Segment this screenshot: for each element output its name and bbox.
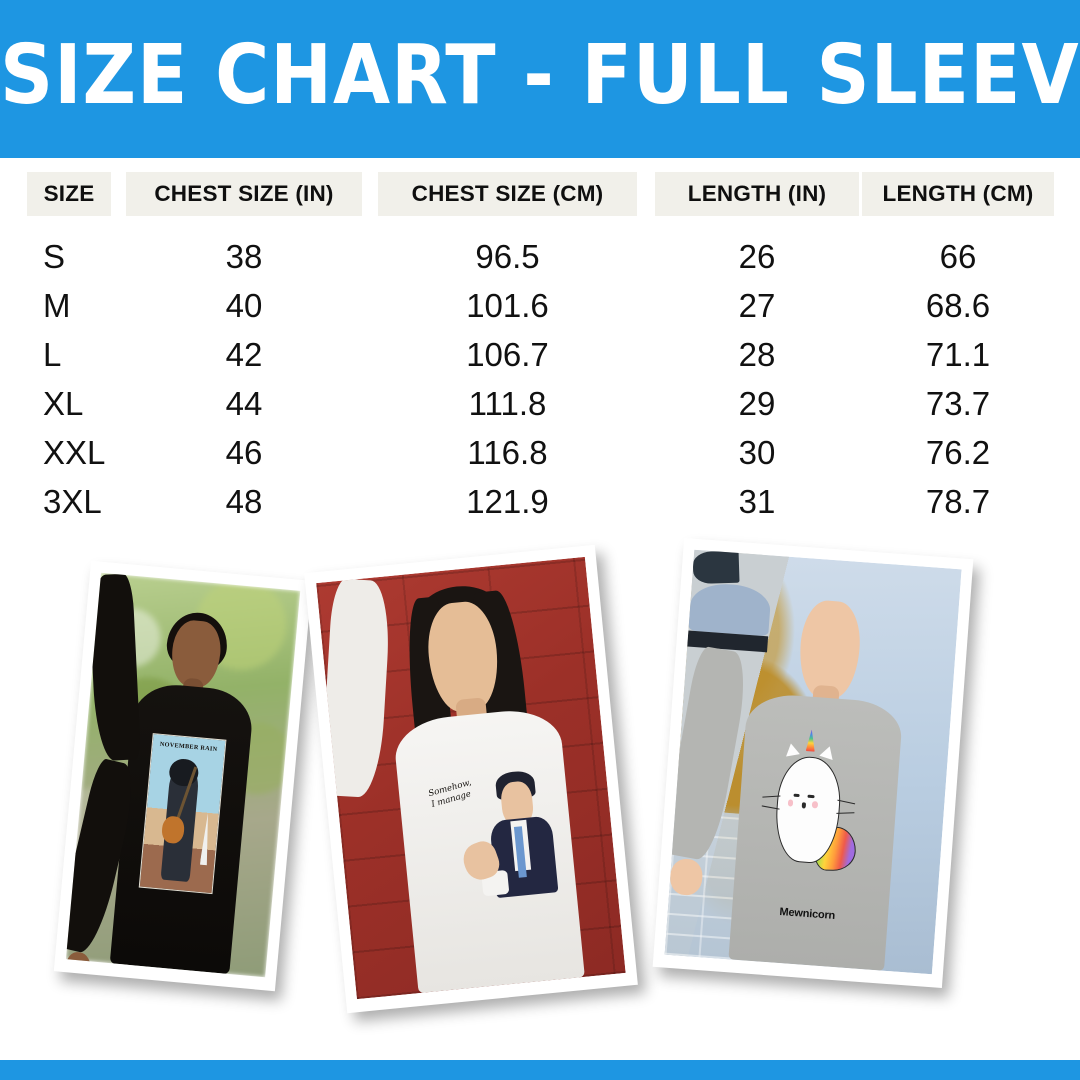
- cell-length-cm: 68.6: [925, 286, 991, 324]
- cell-chest-in: 42: [225, 335, 263, 373]
- product-photo-collage: NOVEMBER RAIN: [0, 528, 1080, 1038]
- table-row: S 38 96.5 26 66: [0, 232, 1080, 281]
- table-row: XL 44 111.8 29 73.7: [0, 379, 1080, 428]
- cat-ear-left: [783, 742, 800, 757]
- cat-cheek-left: [787, 799, 794, 807]
- cell-length-in: 27: [738, 286, 776, 324]
- model-figure: Somehow, I manage: [316, 557, 626, 999]
- column-header-chest-cm: CHEST SIZE (CM): [378, 172, 637, 216]
- cell-length-cm: 66: [939, 237, 977, 275]
- right-sleeve: [320, 578, 393, 799]
- cat-eye-left: [793, 793, 800, 798]
- face-shape: [796, 598, 863, 700]
- left-sleeve: [88, 573, 142, 762]
- cell-chest-cm: 101.6: [466, 286, 549, 324]
- model-figure: Mewnicorn: [664, 550, 962, 975]
- size-chart-table: SIZE CHEST SIZE (IN) CHEST SIZE (CM) LEN…: [0, 172, 1080, 526]
- photo-model-grey-mewnicorn: Mewnicorn: [652, 537, 974, 989]
- cell-size: S: [43, 237, 66, 275]
- cell-length-in: 28: [738, 335, 776, 373]
- graphic-script-text: Somehow, I manage: [427, 773, 490, 810]
- cell-chest-cm: 106.7: [466, 335, 549, 373]
- shirt-graphic-somehow-i-manage: Somehow, I manage: [427, 761, 572, 940]
- column-header-chest-in: CHEST SIZE (IN): [126, 172, 362, 216]
- cat-whisker: [837, 799, 856, 806]
- background-tower: [200, 813, 212, 866]
- cell-chest-cm: 111.8: [468, 384, 547, 422]
- table-body: S 38 96.5 26 66 M 40 101.6 27 68.6 L 42 …: [0, 232, 1080, 526]
- cell-length-in: 31: [738, 482, 776, 520]
- column-header-length-cm: LENGTH (CM): [862, 172, 1054, 216]
- cell-chest-in: 38: [225, 237, 263, 275]
- cell-length-cm: 78.7: [925, 482, 991, 520]
- cell-size: 3XL: [43, 482, 102, 520]
- cell-chest-cm: 121.9: [466, 482, 549, 520]
- table-row: 3XL 48 121.9 31 78.7: [0, 477, 1080, 526]
- header-blue-bar: [0, 0, 1080, 158]
- cell-chest-cm: 116.8: [467, 433, 548, 471]
- table-row: M 40 101.6 27 68.6: [0, 281, 1080, 330]
- cell-size: L: [43, 335, 62, 373]
- column-header-size: SIZE: [27, 172, 111, 216]
- baseball-cap: [688, 582, 773, 637]
- cat-whisker: [836, 811, 855, 814]
- cell-size: XL: [43, 384, 84, 422]
- model-figure: NOVEMBER RAIN: [65, 573, 300, 978]
- cat-nose: [801, 802, 807, 809]
- cap-brim: [692, 550, 740, 585]
- cell-length-cm: 71.1: [925, 335, 991, 373]
- cell-length-in: 29: [738, 384, 776, 422]
- cat-cheek-right: [811, 801, 818, 809]
- cell-length-in: 30: [738, 433, 776, 471]
- right-hand: [669, 857, 704, 897]
- cell-chest-in: 40: [225, 286, 263, 324]
- table-row: L 42 106.7 28 71.1: [0, 330, 1080, 379]
- cell-chest-cm: 96.5: [475, 237, 540, 275]
- footer-blue-bar: [0, 1060, 1080, 1080]
- cat-eye-right: [807, 794, 815, 799]
- column-header-length-in: LENGTH (IN): [655, 172, 859, 216]
- cell-chest-in: 46: [225, 433, 263, 471]
- table-header-row: SIZE CHEST SIZE (IN) CHEST SIZE (CM) LEN…: [0, 172, 1080, 220]
- cell-size: XXL: [43, 433, 106, 471]
- cell-length-in: 26: [738, 237, 776, 275]
- shirt-graphic-mewnicorn: Mewnicorn: [760, 726, 869, 922]
- graphic-title-text: NOVEMBER RAIN: [159, 741, 218, 754]
- cell-length-cm: 73.7: [925, 384, 991, 422]
- shirt-graphic-november-rain: NOVEMBER RAIN: [138, 733, 227, 895]
- cell-size: M: [43, 286, 71, 324]
- page-title: SIZE CHART - FULL SLEEVES: [0, 28, 1080, 123]
- cat-ear-right: [819, 744, 837, 760]
- cell-chest-in: 48: [225, 482, 263, 520]
- cell-chest-in: 44: [225, 384, 263, 422]
- photo-model-white-somehow-i-manage: Somehow, I manage: [304, 544, 638, 1014]
- table-row: XXL 46 116.8 30 76.2: [0, 428, 1080, 477]
- left-hand: [65, 951, 93, 978]
- photo-model-black-november-rain: NOVEMBER RAIN: [53, 560, 313, 992]
- cell-length-cm: 76.2: [925, 433, 991, 471]
- rainbow-horn-icon: [806, 729, 817, 752]
